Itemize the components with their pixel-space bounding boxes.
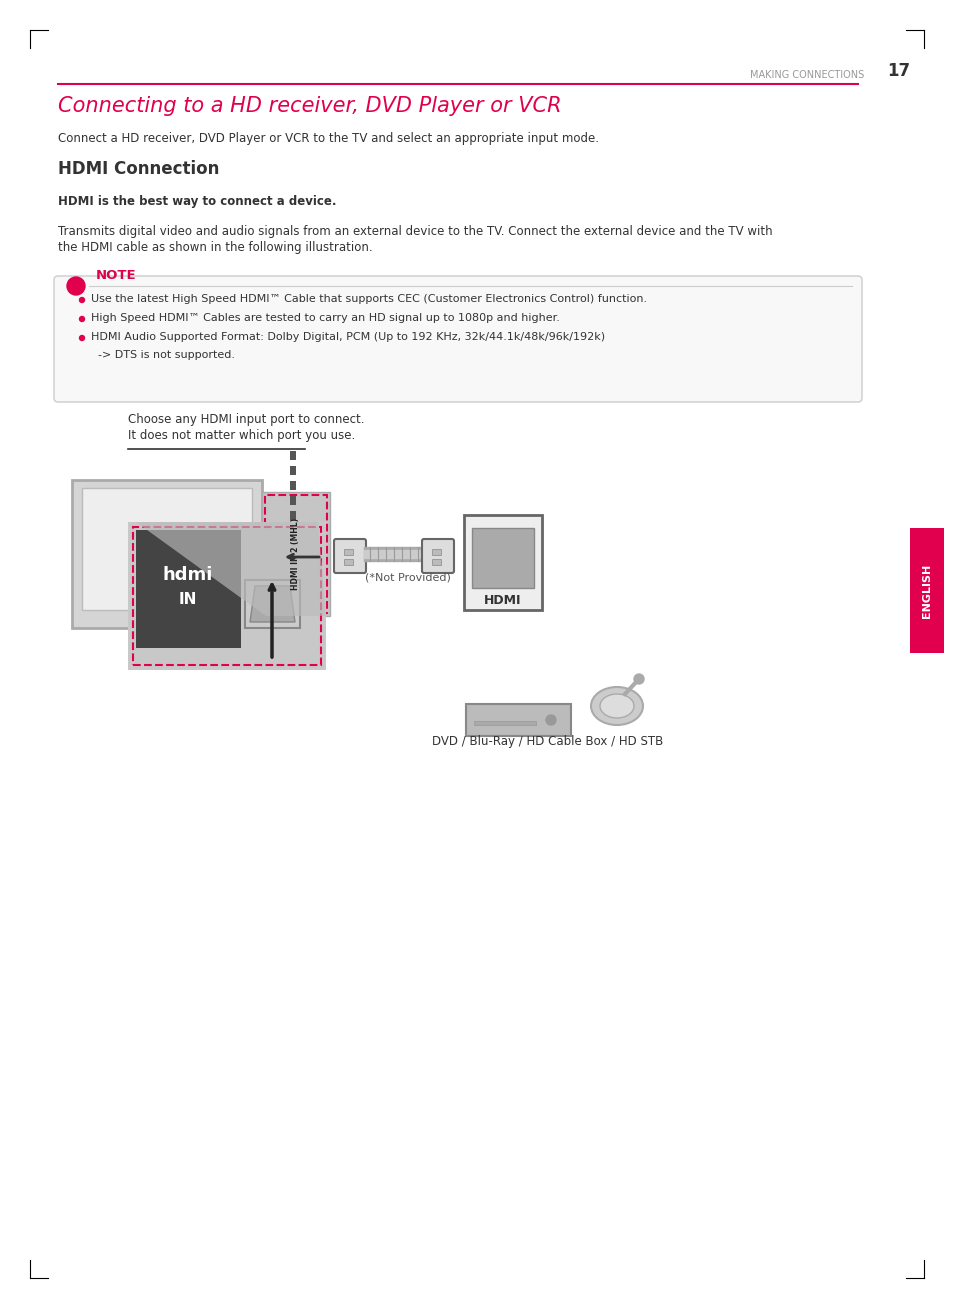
Bar xyxy=(290,496,295,505)
Bar xyxy=(245,579,299,628)
Bar xyxy=(472,528,534,589)
Text: Connecting to a HD receiver, DVD Player or VCR: Connecting to a HD receiver, DVD Player … xyxy=(58,95,561,116)
Text: HDMI is the best way to connect a device.: HDMI is the best way to connect a device… xyxy=(58,195,336,208)
Text: MAKING CONNECTIONS: MAKING CONNECTIONS xyxy=(749,71,863,80)
Bar xyxy=(344,559,353,565)
Text: the HDMI cable as shown in the following illustration.: the HDMI cable as shown in the following… xyxy=(58,241,373,254)
Bar xyxy=(71,480,262,628)
Bar xyxy=(290,542,295,549)
Text: HDMI: HDMI xyxy=(484,595,521,607)
Bar xyxy=(290,556,295,565)
Text: HDMI Audio Supported Format: Dolby Digital, PCM (Up to 192 KHz, 32k/44.1k/48k/96: HDMI Audio Supported Format: Dolby Digit… xyxy=(91,332,604,341)
Text: (*Not Provided): (*Not Provided) xyxy=(365,572,451,582)
Bar xyxy=(290,572,295,579)
Bar xyxy=(290,630,295,640)
Bar xyxy=(132,527,320,664)
Bar xyxy=(290,481,295,490)
Bar xyxy=(290,661,295,670)
Polygon shape xyxy=(136,522,326,616)
Text: ENGLISH: ENGLISH xyxy=(921,564,931,619)
Text: Transmits digital video and audio signals from an external device to the TV. Con: Transmits digital video and audio signal… xyxy=(58,225,772,238)
Text: 17: 17 xyxy=(886,61,909,80)
FancyBboxPatch shape xyxy=(54,276,862,402)
Text: Choose any HDMI input port to connect.: Choose any HDMI input port to connect. xyxy=(128,413,364,426)
Circle shape xyxy=(634,674,643,684)
Text: hdmi: hdmi xyxy=(163,566,213,583)
Text: Connect a HD receiver, DVD Player or VCR to the TV and select an appropriate inp: Connect a HD receiver, DVD Player or VCR… xyxy=(58,132,598,145)
Text: NOTE: NOTE xyxy=(96,269,136,283)
Bar xyxy=(909,528,943,653)
Polygon shape xyxy=(250,586,294,623)
Bar xyxy=(82,488,252,610)
Text: -> DTS is not supported.: -> DTS is not supported. xyxy=(91,351,234,360)
Bar xyxy=(262,492,330,616)
Bar xyxy=(432,549,440,555)
Bar xyxy=(128,522,326,670)
Text: High Speed HDMI™ Cables are tested to carry an HD signal up to 1080p and higher.: High Speed HDMI™ Cables are tested to ca… xyxy=(91,313,559,323)
Polygon shape xyxy=(364,549,423,559)
Bar xyxy=(290,616,295,625)
Bar xyxy=(136,530,241,647)
FancyBboxPatch shape xyxy=(273,548,295,565)
Bar xyxy=(265,494,327,613)
Bar xyxy=(290,526,295,535)
Bar xyxy=(290,466,295,475)
Bar xyxy=(290,646,295,655)
Bar xyxy=(344,549,353,555)
Text: IN: IN xyxy=(178,591,197,607)
Text: Use the latest High Speed HDMI™ Cable that supports CEC (Customer Electronics Co: Use the latest High Speed HDMI™ Cable th… xyxy=(91,294,646,303)
Polygon shape xyxy=(139,644,194,647)
Bar xyxy=(290,511,295,521)
Bar xyxy=(463,515,541,610)
Circle shape xyxy=(79,297,85,302)
Text: It does not matter which port you use.: It does not matter which port you use. xyxy=(128,429,355,442)
Ellipse shape xyxy=(599,695,634,718)
Bar xyxy=(432,559,440,565)
Polygon shape xyxy=(151,628,183,644)
Circle shape xyxy=(79,335,85,340)
Text: HDMI Connection: HDMI Connection xyxy=(58,160,219,178)
FancyBboxPatch shape xyxy=(334,539,366,573)
Circle shape xyxy=(79,317,85,322)
Ellipse shape xyxy=(590,687,642,725)
Text: !: ! xyxy=(73,280,79,293)
Bar xyxy=(290,586,295,595)
Text: DVD / Blu-Ray / HD Cable Box / HD STB: DVD / Blu-Ray / HD Cable Box / HD STB xyxy=(432,735,663,748)
Bar xyxy=(474,721,536,725)
Polygon shape xyxy=(364,547,423,561)
FancyBboxPatch shape xyxy=(421,539,454,573)
Bar xyxy=(290,600,295,610)
Circle shape xyxy=(67,277,85,296)
Circle shape xyxy=(545,715,556,725)
Bar xyxy=(290,451,295,460)
Text: HDMI IN 2 (MHL): HDMI IN 2 (MHL) xyxy=(292,518,300,590)
Bar xyxy=(465,704,571,736)
